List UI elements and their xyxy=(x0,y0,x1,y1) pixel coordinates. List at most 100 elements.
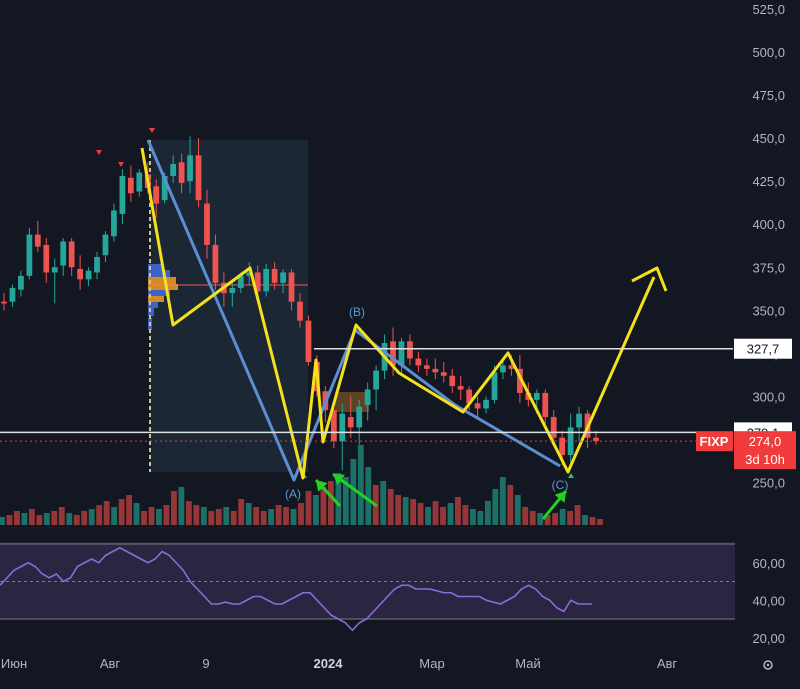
volume-bar xyxy=(395,495,402,525)
volume-profile-row xyxy=(148,277,176,284)
rsi-tick-label: 40,00 xyxy=(752,593,785,608)
volume-bar xyxy=(455,497,461,525)
gear-icon[interactable] xyxy=(763,660,773,670)
volume-bar xyxy=(193,505,200,525)
volume-bar xyxy=(245,503,252,525)
candle-body xyxy=(9,287,16,302)
ticker-tag xyxy=(696,431,733,452)
volume-bar xyxy=(268,509,275,525)
volume-bar xyxy=(327,481,334,525)
candle-body xyxy=(542,392,549,418)
candle-body xyxy=(34,234,41,247)
volume-bar xyxy=(171,491,177,525)
candle-body xyxy=(102,234,109,256)
volume-bar xyxy=(313,495,319,525)
volume-bar xyxy=(402,497,409,525)
candle-body xyxy=(229,287,236,294)
ticker-label: FIXP xyxy=(700,434,729,449)
volume-bar xyxy=(148,507,155,525)
candle-body xyxy=(364,389,371,406)
volume-bar xyxy=(73,515,80,525)
gear-ring xyxy=(763,660,773,670)
candle-body xyxy=(474,403,481,409)
horizontal-price-lines xyxy=(0,347,733,442)
price-tag-0 xyxy=(734,338,792,359)
volume-bar xyxy=(14,511,20,525)
volume-bar xyxy=(477,511,484,525)
volume-bar xyxy=(230,511,237,525)
candle-body xyxy=(161,176,168,201)
candle-body xyxy=(153,186,160,204)
volume-bar xyxy=(126,495,132,525)
fractal-up-marker xyxy=(568,473,574,478)
price-tick-label: 350,0 xyxy=(752,303,785,318)
candle-body xyxy=(1,301,7,304)
wave-label-0: (A) xyxy=(285,487,301,501)
volume-bar xyxy=(425,507,431,525)
time-tick-label: Авг xyxy=(100,656,121,671)
volume-bar xyxy=(28,509,35,525)
green-arrow-1-head xyxy=(316,480,328,492)
volume-bar xyxy=(111,507,118,525)
price-tick-label: 475,0 xyxy=(752,88,785,103)
candle-body xyxy=(263,268,270,292)
volume-bar xyxy=(387,489,394,525)
volume-bar xyxy=(58,507,65,525)
countdown-label: 3d 10h xyxy=(745,452,785,467)
candle-body xyxy=(432,368,439,373)
volume-bar xyxy=(597,519,603,525)
candle-body xyxy=(77,268,83,280)
price-tick-label: 300,0 xyxy=(752,389,785,404)
price-tick-label: 250,0 xyxy=(752,476,785,491)
candle-body xyxy=(466,389,473,404)
volume-bar xyxy=(484,501,491,525)
volume-profile-area xyxy=(150,140,308,472)
volume-bar xyxy=(462,505,469,525)
time-axis[interactable]: Июн Авг 9 2024 Мар Май Авг xyxy=(1,656,678,671)
volume-bar xyxy=(417,503,424,525)
candle-body xyxy=(457,386,464,390)
wave-label-1: (B) xyxy=(349,305,365,319)
volume-profile-row xyxy=(148,270,170,277)
fractal-down-marker xyxy=(149,128,155,133)
volume-bar xyxy=(440,507,446,525)
volume-bar xyxy=(6,515,13,525)
candle-body xyxy=(449,375,456,387)
candle-body xyxy=(18,275,24,290)
candle-body xyxy=(60,241,67,266)
candle-body xyxy=(550,417,557,438)
volume-bar xyxy=(589,517,596,525)
volume-bar xyxy=(514,495,521,525)
green-arrow-2-head xyxy=(333,474,345,486)
volume-bar xyxy=(103,501,110,525)
price-tick-label: 500,0 xyxy=(752,45,785,60)
volume-bar xyxy=(447,503,454,525)
volume-bar xyxy=(66,513,73,525)
candle-body xyxy=(508,365,515,369)
volume-bar xyxy=(208,511,215,525)
candle-body xyxy=(297,301,303,321)
volume-profile-box xyxy=(148,140,369,472)
rsi-line xyxy=(0,546,592,632)
candle-body xyxy=(254,272,261,292)
volume-bar xyxy=(156,509,162,525)
candle-body xyxy=(356,406,363,428)
candle-body xyxy=(407,341,413,359)
time-tick-label: Июн xyxy=(1,656,27,671)
volume-bar xyxy=(290,509,297,525)
fractal-down-marker xyxy=(96,150,102,155)
time-tick-label: 2024 xyxy=(314,656,344,671)
fractal-down-marker xyxy=(118,162,124,167)
price-tick-label: 400,0 xyxy=(752,217,785,232)
volume-bar xyxy=(544,515,551,525)
candle-body xyxy=(500,365,506,373)
volume-profile-row xyxy=(148,296,164,302)
volume-bar xyxy=(357,445,364,525)
candle-body xyxy=(119,176,126,214)
volume-bar xyxy=(470,509,476,525)
gear-center xyxy=(766,663,770,667)
current-price-tag xyxy=(734,431,796,470)
volume-bar xyxy=(275,505,282,525)
candle-body xyxy=(373,370,379,390)
